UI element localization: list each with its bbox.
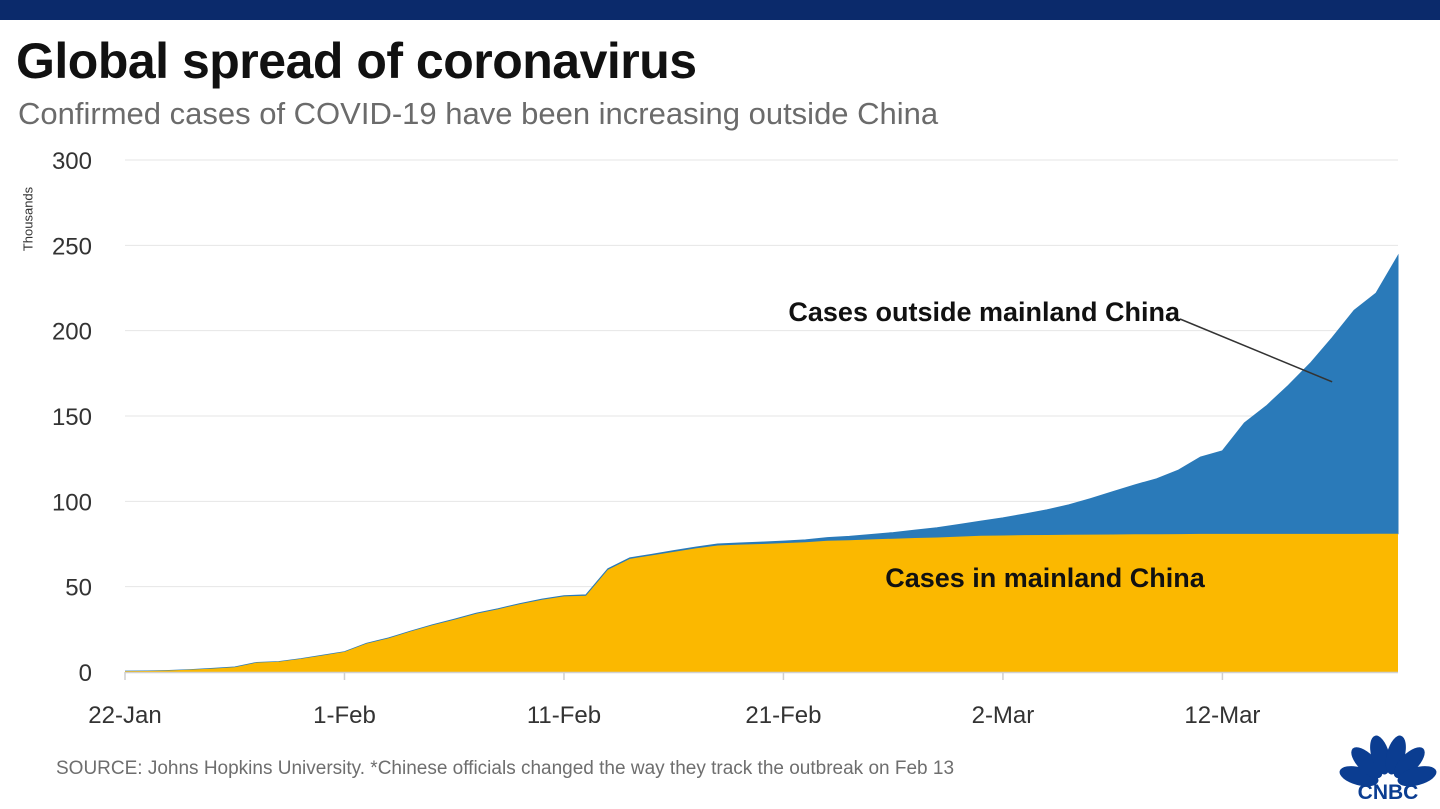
cnbc-logo: CNBC <box>1336 726 1440 809</box>
annotation-outside-china: Cases outside mainland China <box>788 297 1181 327</box>
chart-subtitle: Confirmed cases of COVID-19 have been in… <box>18 96 939 131</box>
y-tick-label: 300 <box>52 148 92 175</box>
x-tick-label: 21-Feb <box>745 702 821 729</box>
x-tick-label: 12-Mar <box>1184 702 1260 729</box>
y-tick-label: 250 <box>52 233 92 260</box>
cnbc-logo-text: CNBC <box>1357 781 1419 804</box>
series-area-mainland-china <box>125 533 1398 672</box>
x-tick-label: 11-Feb <box>527 702 601 729</box>
annotation-leader-line <box>1179 318 1333 383</box>
peacock-icon <box>1339 735 1437 787</box>
x-tick-label: 22-Jan <box>88 702 161 729</box>
brand-top-bar <box>0 0 1440 20</box>
peacock-feather <box>1351 747 1383 779</box>
chart-title: Global spread of coronavirus <box>16 33 697 89</box>
y-tick-label: 50 <box>65 575 92 602</box>
peacock-feather <box>1397 766 1437 787</box>
y-tick-label: 150 <box>52 404 92 431</box>
x-tick-label: 2-Mar <box>972 702 1035 729</box>
source-note: SOURCE: Johns Hopkins University. *Chine… <box>56 758 955 779</box>
peacock-feather <box>1370 735 1391 775</box>
y-tick-label: 100 <box>52 489 92 516</box>
x-tick-label: 1-Feb <box>313 702 376 729</box>
peacock-feather <box>1393 747 1425 779</box>
annotation-mainland-china: Cases in mainland China <box>885 563 1206 593</box>
y-tick-label: 200 <box>52 319 92 346</box>
y-tick-label: 0 <box>79 660 92 687</box>
